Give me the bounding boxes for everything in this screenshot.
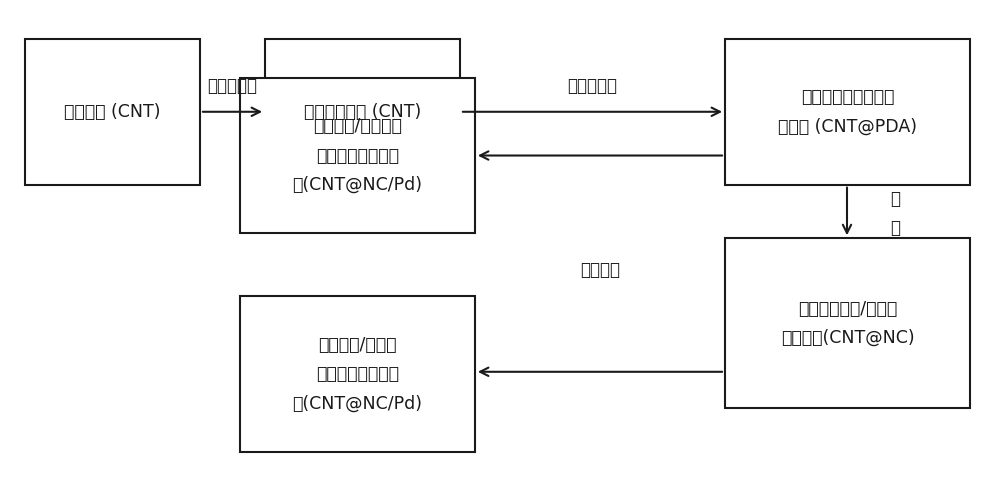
Text: 子(CNT@NC/Pd): 子(CNT@NC/Pd) [292,175,422,194]
Bar [725,238,970,408]
Bar [725,39,970,185]
Text: 簇(CNT@NC/Pd): 簇(CNT@NC/Pd) [292,394,422,413]
Bar [265,39,460,185]
Text: 酸活化处理: 酸活化处理 [207,77,257,95]
Text: 碳纳米管 (CNT): 碳纳米管 (CNT) [64,103,161,121]
Text: 退
火: 退 火 [890,190,900,238]
Text: 无定型碳(CNT@NC): 无定型碳(CNT@NC) [781,329,914,347]
Bar [25,39,200,185]
Text: 无定型碳限域钯团: 无定型碳限域钯团 [316,365,399,383]
Text: 冰浴反应: 冰浴反应 [580,260,620,279]
Text: 活化碳纳米管/氮掺杂: 活化碳纳米管/氮掺杂 [798,299,897,318]
Text: 多巴胺包覆: 多巴胺包覆 [567,77,617,95]
Text: 碳纳米管/氮掺杂无: 碳纳米管/氮掺杂无 [313,117,402,136]
Text: 碳纳米管/氮掺杂: 碳纳米管/氮掺杂 [318,336,397,354]
Text: 活化碳纳米管包覆聚: 活化碳纳米管包覆聚 [801,88,894,106]
Bar [240,78,475,233]
Bar [240,296,475,452]
Text: 多巴胺 (CNT@PDA): 多巴胺 (CNT@PDA) [778,117,917,136]
Text: 定型碳限域钯单原: 定型碳限域钯单原 [316,146,399,165]
Text: 活化碳纳米管 (CNT): 活化碳纳米管 (CNT) [304,103,421,121]
